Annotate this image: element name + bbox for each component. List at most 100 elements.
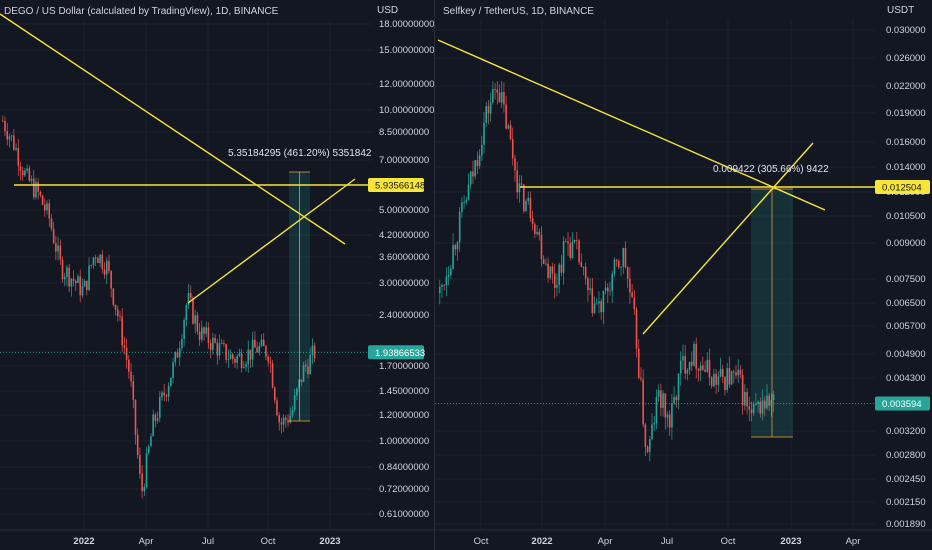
chart-pane-selfkey[interactable]: Selfkey / TetherUS, 1D, BINANCE USDT 0.0… — [435, 0, 932, 550]
last-price-label: 1.93866533 — [375, 348, 425, 359]
candle-body — [132, 381, 135, 400]
chart-pane-dego[interactable]: DEGO / US Dollar (calculated by TradingV… — [0, 0, 435, 550]
time-tick-label: 2023 — [319, 536, 340, 547]
price-tick-label: 0.010500 — [886, 211, 926, 222]
candle-body — [633, 297, 636, 310]
candle-body — [695, 343, 698, 369]
price-axis-unit: USDT — [887, 5, 915, 16]
candle-body — [602, 290, 605, 313]
candle-body — [545, 263, 547, 265]
candle-body — [485, 106, 488, 123]
candle-body — [560, 264, 563, 273]
candle-body — [456, 242, 459, 250]
candle-body — [119, 316, 121, 317]
candle-body — [631, 292, 633, 298]
candle-body — [192, 298, 194, 324]
candle-body — [163, 392, 166, 396]
candle-body — [697, 368, 700, 371]
candle-body — [165, 395, 168, 397]
candle-body — [251, 339, 254, 360]
candle-body — [708, 359, 711, 378]
candle-body — [770, 399, 773, 406]
candle-body — [88, 265, 90, 290]
candle-body — [458, 211, 461, 243]
chart-title: Selfkey / TetherUS, 1D, BINANCE — [443, 6, 594, 17]
candle-body — [702, 365, 704, 370]
candle-body — [13, 135, 15, 150]
candle-body — [101, 254, 104, 270]
candle-body — [454, 244, 457, 250]
price-tick-label: 0.84000000 — [379, 462, 429, 473]
measure-label: 0.009422 (305.66%) 9422 — [713, 164, 829, 175]
candle-body — [715, 373, 717, 385]
candle-body — [549, 266, 552, 279]
candle-body — [646, 446, 649, 452]
trend-line[interactable] — [0, 13, 346, 245]
candle-body — [452, 244, 454, 269]
candle-body — [657, 390, 660, 398]
trend-line[interactable] — [642, 142, 814, 335]
last-price-badge — [875, 396, 930, 411]
price-tick-label: 4.20000000 — [379, 230, 429, 241]
candle-body — [209, 343, 212, 350]
candle-body — [15, 148, 17, 150]
candle-body — [77, 276, 79, 284]
candle-body — [699, 365, 702, 371]
candle-body — [443, 284, 446, 286]
candle-body — [653, 423, 656, 425]
candle-body — [615, 259, 618, 261]
candle-body — [81, 286, 84, 296]
trend-line[interactable] — [187, 178, 356, 304]
candle-body — [518, 183, 521, 193]
candle-body — [10, 135, 13, 137]
chart-canvas[interactable]: 5.35184295 (461.20%) 53518429 18.00000000… — [0, 0, 434, 550]
trend-line[interactable] — [437, 39, 826, 211]
candle-body — [529, 197, 532, 219]
candle-body — [185, 305, 188, 321]
candle-body — [476, 160, 479, 167]
candle-body — [55, 243, 57, 252]
candle-body — [637, 348, 640, 378]
candle-body — [161, 392, 163, 398]
candle-body — [629, 278, 631, 293]
candle-body — [450, 268, 452, 276]
candle-body — [108, 260, 110, 271]
candle-body — [611, 273, 614, 291]
candle-body — [154, 414, 157, 421]
candle-body — [691, 361, 693, 366]
candle-body — [768, 395, 770, 406]
price-tick-label: 8.50000000 — [379, 127, 429, 138]
price-tick-label: 0.72000000 — [379, 484, 429, 495]
candle-body — [97, 258, 99, 264]
candle-body — [265, 346, 267, 357]
candle-body — [664, 393, 667, 418]
candle-body — [309, 354, 311, 374]
candle-body — [562, 241, 565, 273]
candle-body — [527, 197, 530, 201]
candle-body — [595, 303, 598, 305]
candle-body — [205, 327, 208, 334]
price-tick-label: 3.00000000 — [379, 278, 429, 289]
candle-body — [481, 144, 483, 156]
candle-body — [300, 379, 303, 382]
candle-body — [57, 245, 59, 252]
level-price-badge — [368, 178, 424, 192]
candle-body — [50, 218, 53, 229]
price-tick-label: 0.005700 — [886, 321, 926, 332]
candle-body — [717, 376, 720, 385]
candle-body — [110, 270, 112, 289]
candle-body — [503, 91, 505, 105]
candle-body — [212, 337, 214, 350]
candle-body — [194, 315, 196, 324]
last-price-label: 0.003594 — [882, 399, 922, 410]
candle-body — [688, 361, 691, 371]
candle-body — [278, 415, 281, 423]
candle-body — [234, 359, 236, 363]
candle-body — [94, 257, 97, 259]
chart-canvas[interactable]: 0.009422 (305.66%) 9422 0.030000 0.026000 0… — [435, 0, 932, 550]
candle-body — [582, 266, 585, 268]
candle-body — [229, 354, 232, 359]
candle-body — [576, 239, 578, 241]
candle-body — [203, 327, 205, 334]
candle-body — [713, 373, 715, 387]
